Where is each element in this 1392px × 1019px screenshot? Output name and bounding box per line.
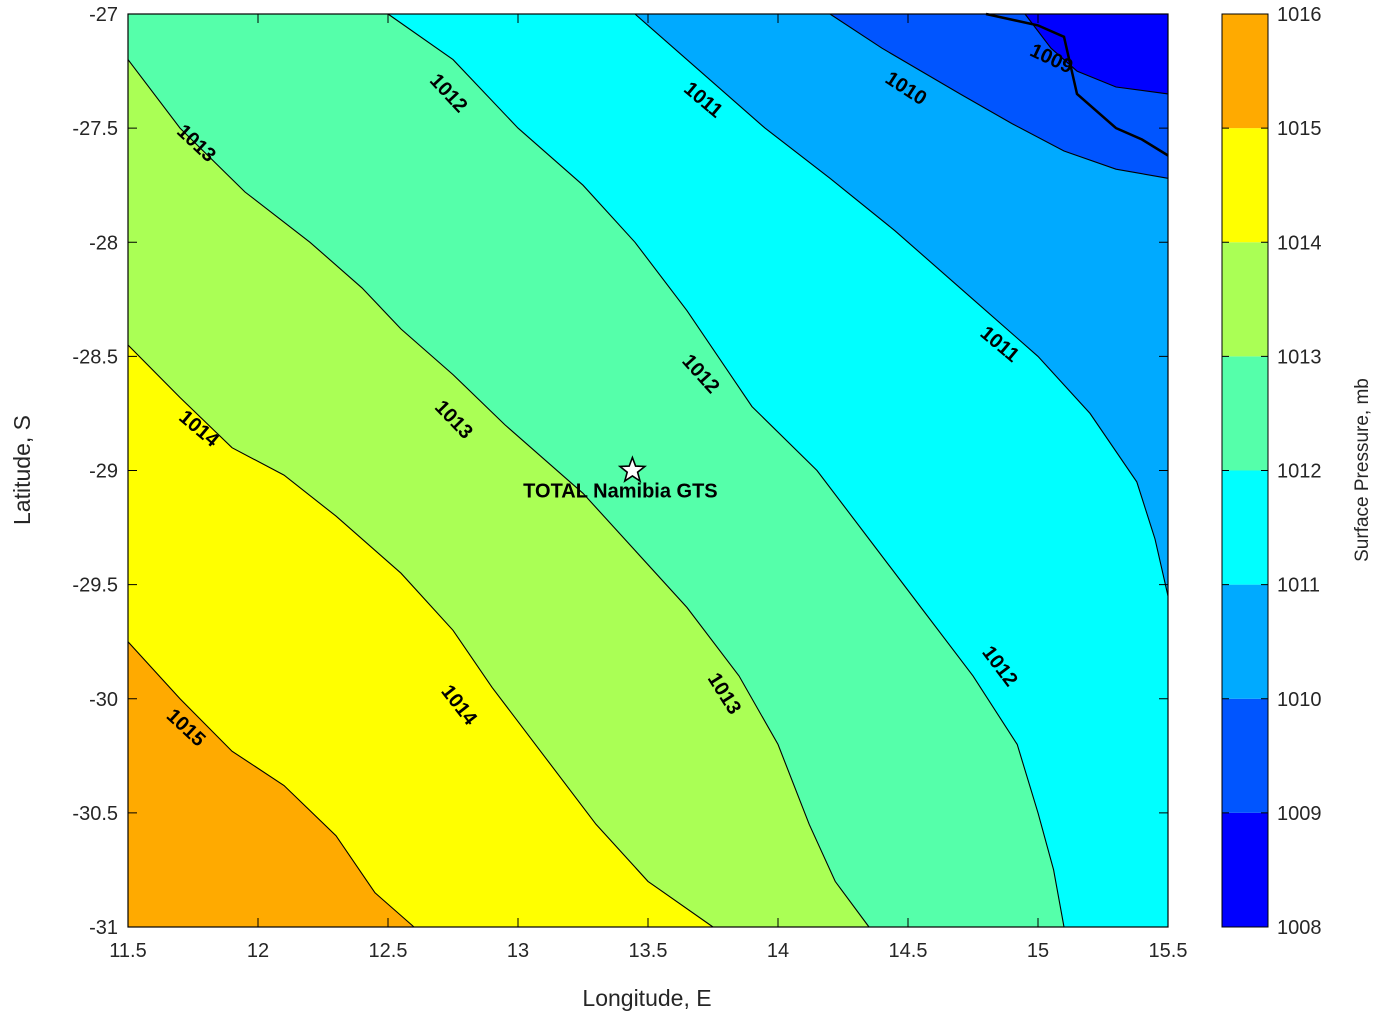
colorbar-tick-label: 1012	[1277, 461, 1322, 483]
contour-line-1011	[634, 13, 1169, 597]
colorbar-band-1009	[1222, 698, 1268, 813]
colorbar-band-1011	[1222, 470, 1268, 585]
contour-fills	[128, 14, 1168, 927]
contour-line-1015	[127, 641, 415, 928]
colorbar: 1008 1009 1010 1011 1012 1013 1014 1015 1016	[1221, 4, 1322, 939]
contour-line-1010	[829, 13, 1169, 179]
colorbar-tick-label: 1010	[1277, 689, 1322, 711]
colorbar-tick-label: 1008	[1277, 917, 1322, 939]
x-tick-label: 12	[247, 940, 269, 962]
colorbar-band-1010	[1222, 584, 1268, 699]
colorbar-tick-label: 1015	[1277, 118, 1322, 140]
x-tick-label: 11.5	[109, 940, 146, 962]
band-1010	[635, 14, 1168, 596]
x-axis: 11.5 12 12.5 13 13.5 14 14.5 15 15.5	[109, 14, 1187, 962]
y-tick-label: -29.5	[72, 575, 118, 597]
colorbar-band-1014	[1222, 128, 1268, 243]
y-tick-label: -31	[89, 917, 118, 939]
contour-line-1014	[127, 344, 714, 928]
x-tick-label: 12.5	[369, 940, 408, 962]
star-icon	[617, 455, 647, 483]
y-tick-label: -27	[89, 4, 118, 26]
colorbar-band-1012	[1222, 356, 1268, 471]
x-tick-label: 14	[767, 940, 789, 962]
y-axis: -27 -27.5 -28 -28.5 -29 -29.5 -30 -30.5 -31	[72, 4, 1168, 939]
colorbar-tick-label: 1009	[1277, 803, 1322, 825]
site-annotation: TOTAL Namibia GTS	[523, 481, 717, 503]
colorbar-tick-label: 1014	[1277, 232, 1322, 254]
y-tick-label: -30	[89, 689, 118, 711]
colorbar-title: Surface Pressure, mb	[1352, 378, 1373, 562]
x-tick-label: 15.5	[1149, 940, 1188, 962]
coastline-path	[985, 12, 1169, 157]
colorbar-band-1013	[1222, 242, 1268, 357]
contour-line-1012	[387, 13, 1065, 928]
x-tick-label: 13.5	[629, 940, 668, 962]
x-tick-label: 15	[1027, 940, 1049, 962]
band-1008	[1025, 14, 1168, 94]
colorbar-band-1015	[1222, 14, 1268, 129]
colorbar-tick-label: 1016	[1277, 4, 1322, 26]
x-axis-title: Longitude, E	[582, 985, 711, 1011]
y-tick-label: -28	[89, 232, 118, 254]
site-marker: TOTAL Namibia GTS	[523, 455, 718, 503]
y-tick-label: -27.5	[72, 118, 118, 140]
contour-line-1009	[1024, 13, 1169, 95]
coastline	[985, 12, 1169, 157]
colorbar-band-1008	[1222, 812, 1268, 927]
contour-line-1013	[127, 59, 870, 928]
y-tick-label: -29	[89, 461, 118, 483]
colorbar-tick-label: 1013	[1277, 346, 1322, 368]
y-tick-label: -28.5	[72, 346, 118, 368]
colorbar-tick-label: 1011	[1277, 575, 1320, 597]
x-tick-label: 13	[507, 940, 529, 962]
x-tick-label: 14.5	[889, 940, 928, 962]
y-tick-label: -30.5	[72, 803, 118, 825]
y-axis-title: Latitude, S	[9, 415, 35, 525]
contour-lines	[127, 13, 1169, 928]
